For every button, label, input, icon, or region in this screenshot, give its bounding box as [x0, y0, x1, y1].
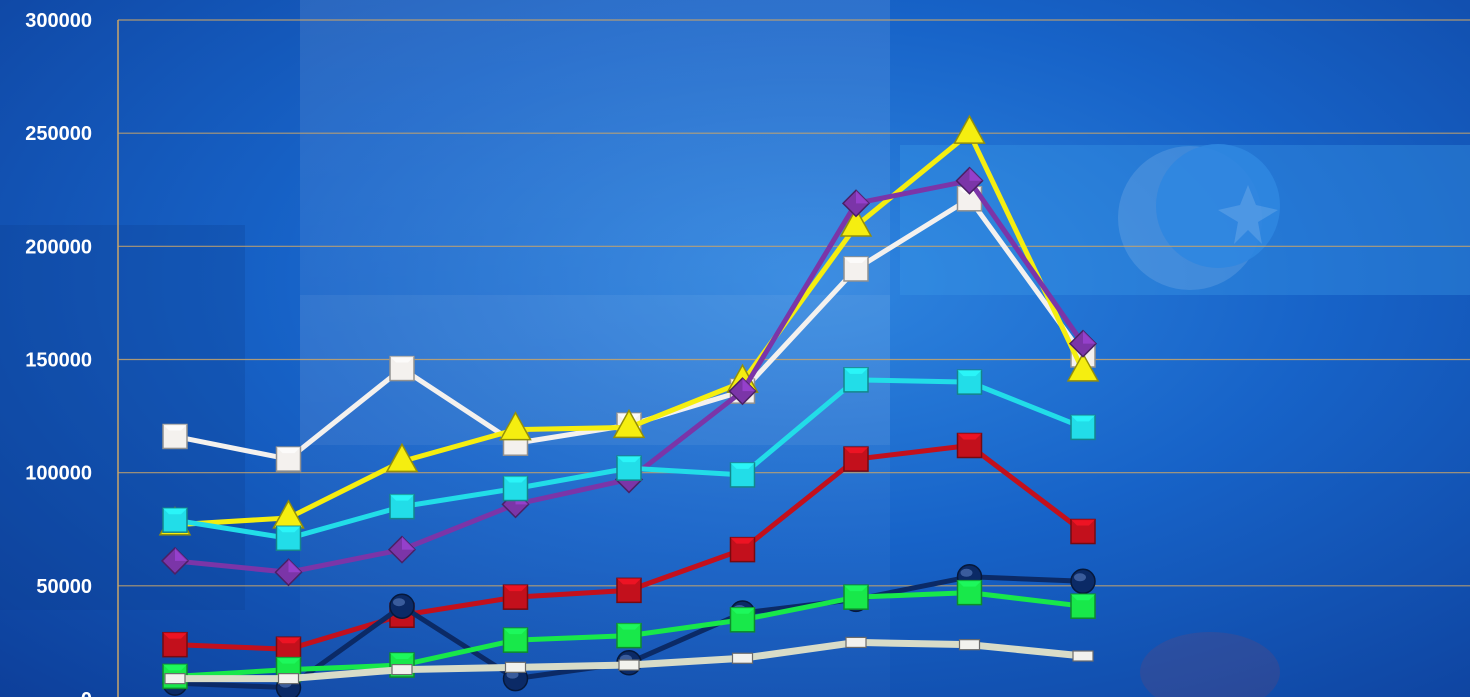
data-point [504, 661, 527, 673]
data-point [731, 652, 754, 664]
star-icon [1218, 185, 1278, 244]
data-point [618, 659, 640, 671]
gridlines [117, 19, 1470, 697]
series-group [158, 114, 1100, 697]
data-point [953, 114, 986, 144]
data-point [391, 663, 413, 676]
data-point [845, 636, 867, 649]
y-tick-label: 150000 [25, 350, 92, 372]
y-tick-label: 0 [81, 689, 92, 697]
y-axis: 0 50000 100000 150000 200000 250000 300000 [25, 10, 92, 697]
data-point [1072, 650, 1094, 662]
series-7 [162, 579, 1096, 690]
data-point [1066, 352, 1100, 382]
data-point [277, 673, 300, 685]
data-point [839, 207, 873, 237]
data-point [499, 411, 532, 441]
data-point [164, 673, 186, 685]
data-point [1070, 568, 1096, 595]
data-point [958, 639, 981, 651]
y-tick-label: 250000 [25, 123, 92, 145]
data-point [612, 408, 646, 439]
y-tick-label: 200000 [25, 236, 92, 258]
series-5 [162, 432, 1096, 662]
series-8 [164, 636, 1094, 685]
y-tick-label: 50000 [36, 576, 92, 598]
data-point [389, 593, 415, 619]
emblem-icon [1140, 632, 1280, 697]
y-tick-label: 100000 [25, 463, 92, 485]
y-tick-label: 300000 [25, 10, 92, 32]
data-point [385, 442, 419, 473]
series-4 [162, 367, 1096, 552]
